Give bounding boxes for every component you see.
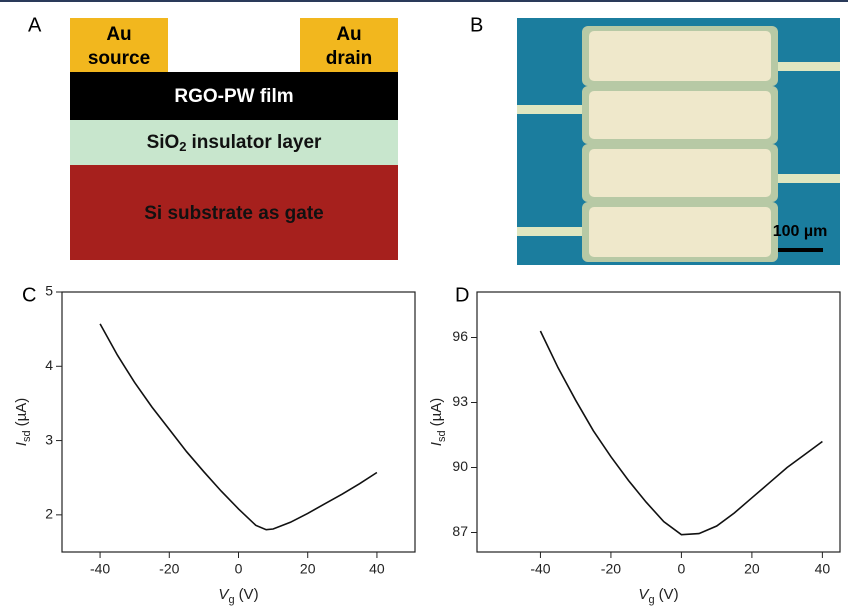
y-axis-label: Isd (µA) [428,398,448,446]
y-tick-label: 93 [452,393,468,409]
y-tick-label: 87 [452,523,468,539]
film-text: RGO-PW film [174,86,293,107]
x-tick-label: -20 [601,561,621,577]
insulator-layer [70,120,398,165]
y-tick-label: 90 [452,458,468,474]
plot-frame [476,291,841,553]
pad [589,31,771,81]
x-label-symbol: V [218,586,230,603]
drain-text: drain [326,48,372,69]
film-layer [70,72,398,120]
pad [589,207,771,257]
lead [765,62,840,71]
panel-label: B [470,14,483,36]
substrate-layer [70,165,398,260]
x-tick-label: 0 [235,561,243,577]
y-tick-label: 5 [45,283,53,299]
x-tick-label: -40 [90,561,110,577]
micrograph: 100 µm [517,18,840,265]
panel-label: C [22,284,36,306]
x-tick-label: 40 [815,561,831,577]
x-label-unit: (V) [239,586,259,603]
y-label-unit: (µA) [13,398,30,427]
insulator-text-rest: insulator layer [192,132,322,153]
x-axis-label: Vg (V) [218,586,258,606]
lead [517,105,592,114]
pad [589,149,771,197]
insulator-text: SiO2 insulator layer [147,132,322,154]
plot-frame [61,291,416,553]
x-label-unit: (V) [659,586,679,603]
source-text: source [88,48,150,69]
lead [765,174,840,183]
x-tick-label: -40 [530,561,550,577]
panel-label: D [455,284,469,306]
x-label-symbol: V [638,586,650,603]
x-tick-label: -20 [159,561,179,577]
y-label-unit: (µA) [428,398,445,427]
panel-label: A [28,14,42,36]
data-line [539,330,823,536]
source-text: Au [106,24,131,45]
y-axis-label: Isd (µA) [13,398,33,446]
insulator-subscript: 2 [179,139,186,154]
drain-electrode [300,18,398,72]
y-label-symbol: I [13,442,30,446]
x-tick-label: 20 [300,561,316,577]
lead [517,227,592,236]
y-label-subscript: sd [436,430,448,442]
y-tick-label: 2 [45,506,53,522]
x-axis-label: Vg (V) [638,586,678,606]
x-label-subscript: g [648,594,654,606]
y-label-subscript: sd [21,430,33,442]
x-tick-label: 20 [744,561,760,577]
y-tick-label: 4 [45,357,53,373]
y-tick-label: 3 [45,431,53,447]
insulator-text-main: SiO [147,132,180,153]
y-tick-label: 96 [452,328,468,344]
source-electrode [70,18,168,72]
y-label-symbol: I [428,442,445,446]
x-label-subscript: g [228,594,234,606]
substrate-text: Si substrate as gate [144,203,324,224]
pad [589,91,771,139]
data-line [99,323,378,531]
drain-text: Au [336,24,361,45]
x-tick-label: 40 [369,561,385,577]
scale-label: 100 µm [773,223,828,240]
x-tick-label: 0 [678,561,686,577]
